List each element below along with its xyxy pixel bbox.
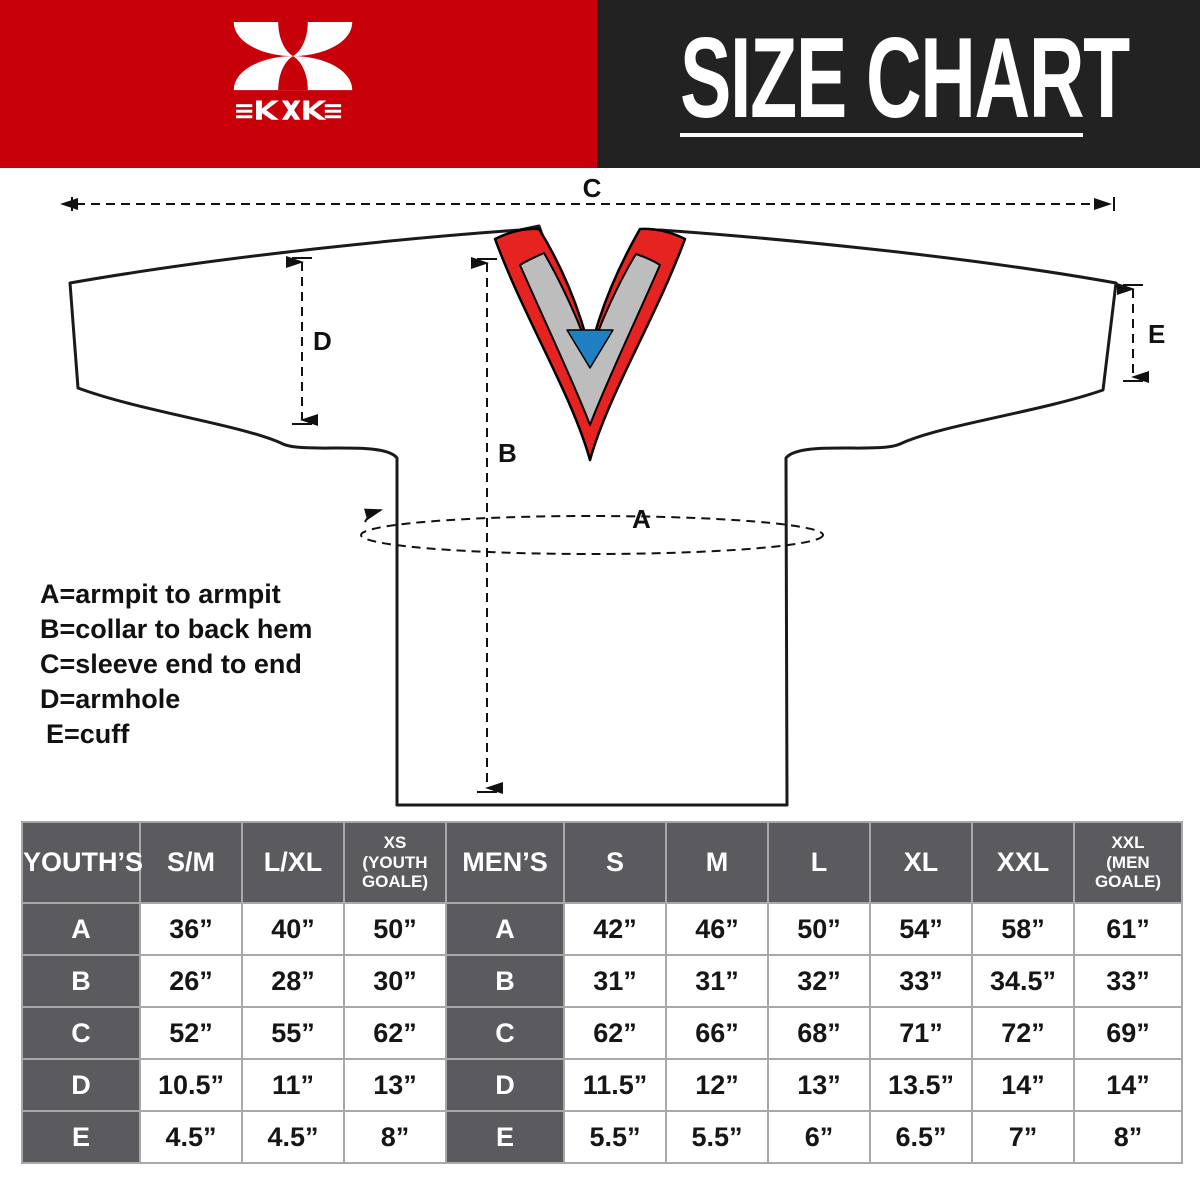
svg-text:E=cuff: E=cuff (46, 719, 130, 749)
svg-text:C=sleeve end to end: C=sleeve end to end (40, 649, 302, 679)
svg-text:A: A (632, 504, 651, 534)
svg-text:E: E (1148, 319, 1165, 349)
svg-text:D: D (313, 326, 332, 356)
svg-text:B: B (498, 438, 517, 468)
svg-text:A=armpit to armpit: A=armpit to armpit (40, 579, 281, 609)
svg-text:C: C (583, 173, 602, 203)
svg-text:B=collar to back hem: B=collar to back hem (40, 614, 312, 644)
svg-text:D=armhole: D=armhole (40, 684, 180, 714)
